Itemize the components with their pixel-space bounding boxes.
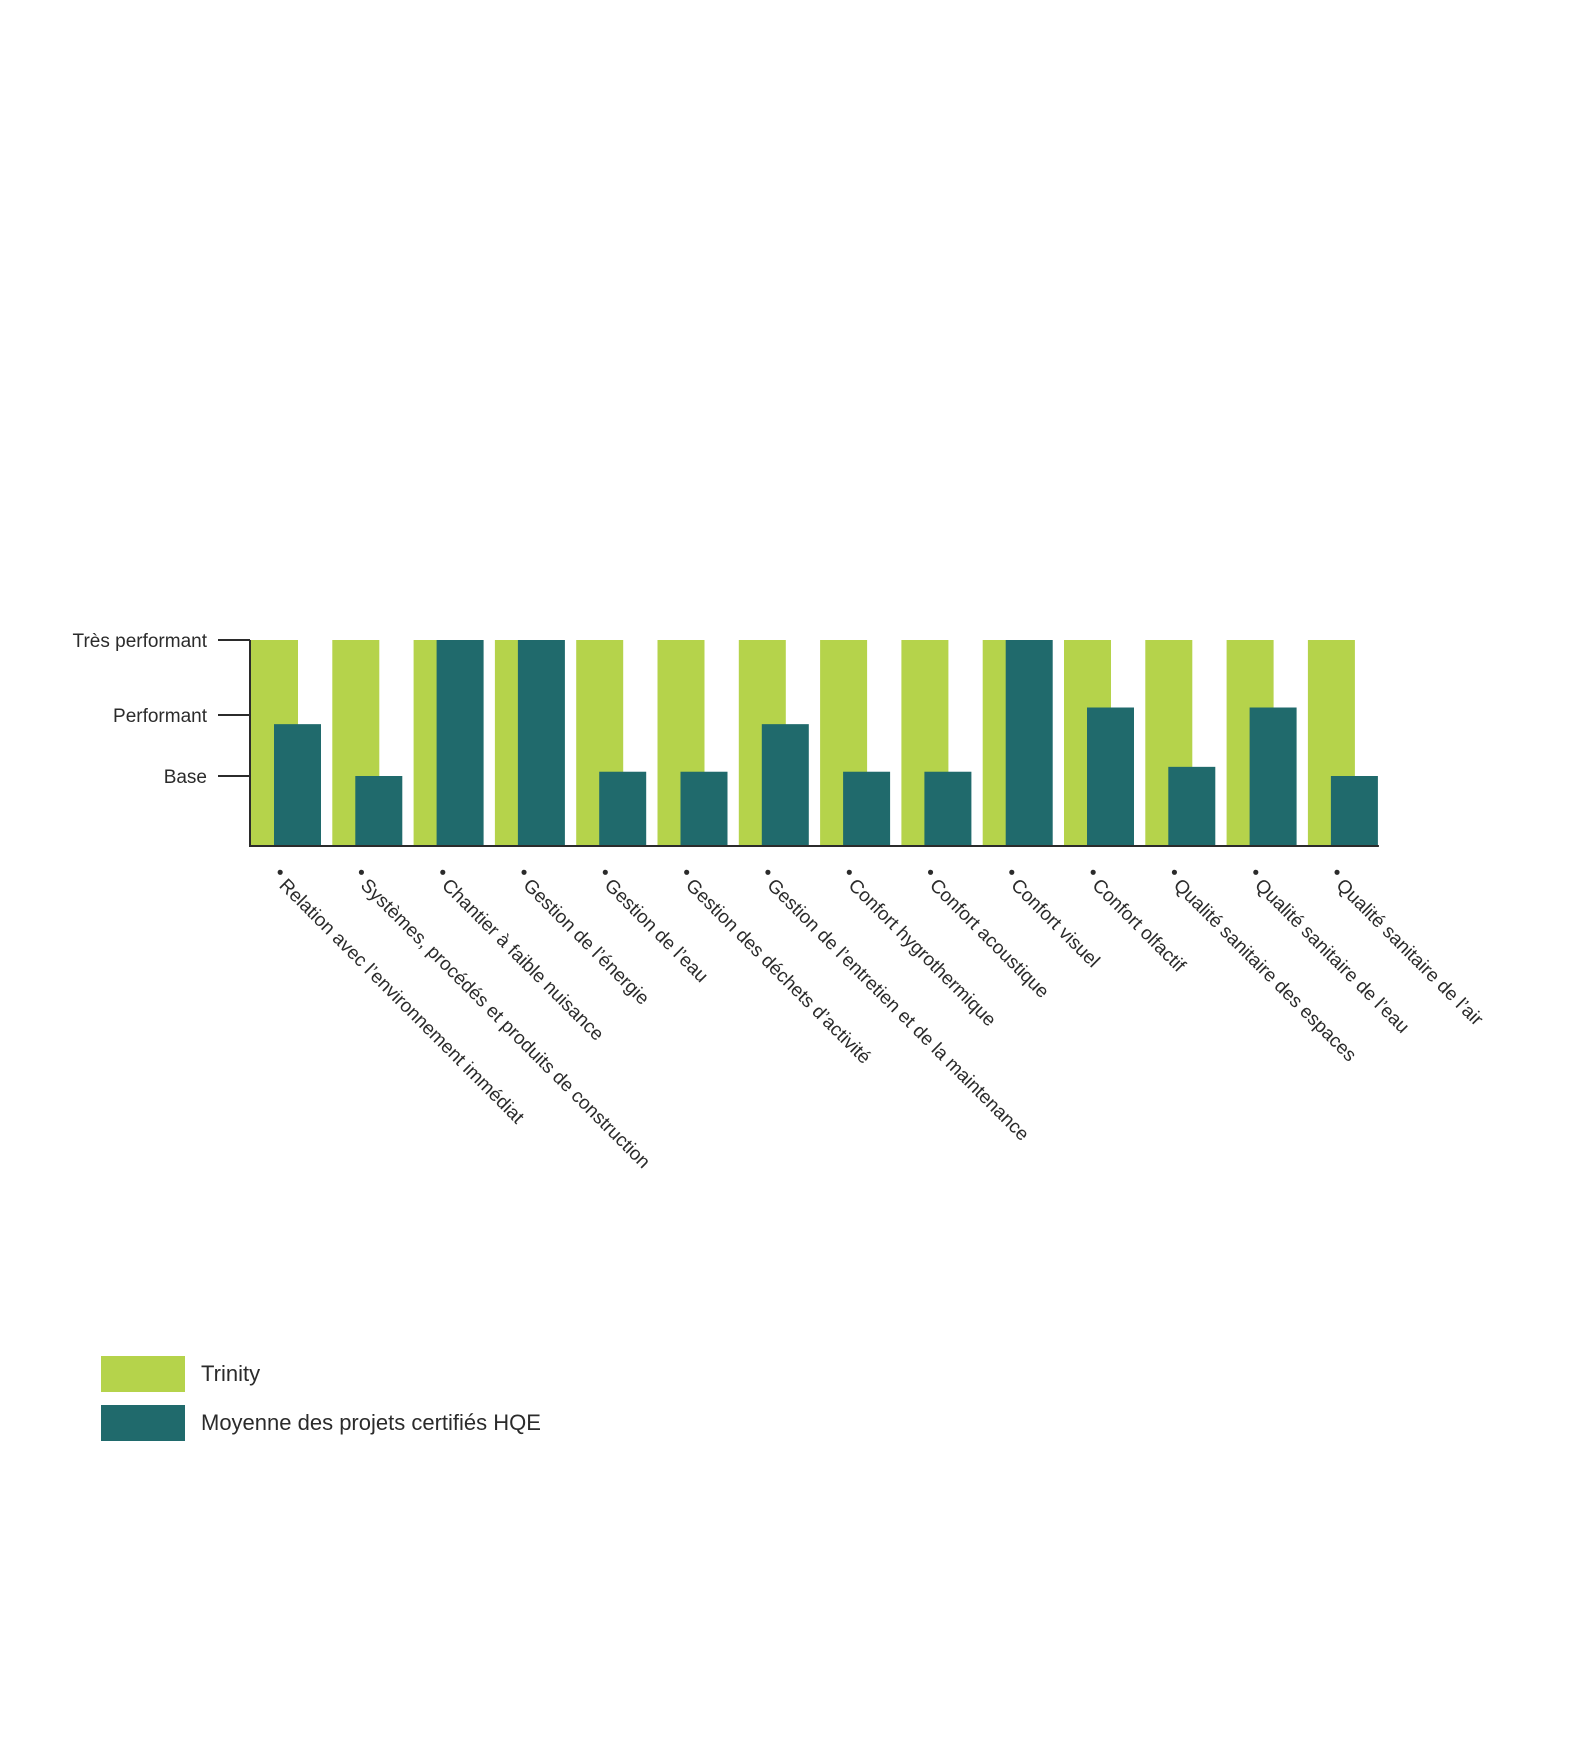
y-tick-label: Base — [164, 767, 207, 788]
bar-hqe-average — [843, 771, 891, 846]
bar-hqe-average — [517, 640, 565, 846]
bar-hqe-average — [1168, 766, 1216, 846]
x-tick-label: Qualité sanitaire de l’air — [1332, 875, 1488, 1031]
x-tick: •Confort hygrothermique — [839, 863, 1000, 1031]
legend-item-trinity: Trinity — [101, 1356, 541, 1392]
axes-group — [249, 640, 1379, 847]
bar-hqe-average — [1005, 640, 1053, 846]
y-ticks-group: Base Performant Très performant — [73, 631, 250, 788]
legend-label-hqe-average: Moyenne des projets certifiés HQE — [201, 1410, 541, 1435]
legend-swatch-hqe-average — [101, 1405, 185, 1441]
y-tick-label: Performant — [113, 706, 208, 727]
x-tick-label: Chantier à faible nuisance — [437, 875, 607, 1045]
bar-hqe-average — [1087, 707, 1134, 846]
x-tick: •Qualité sanitaire de l’eau — [1245, 863, 1413, 1038]
x-tick: •Gestion de l’énergie — [514, 863, 653, 1009]
bar-hqe-average — [680, 771, 728, 846]
bar-hqe-average — [436, 640, 484, 846]
x-tick: •Qualité sanitaire de l’air — [1327, 863, 1488, 1031]
bar-hqe-average — [599, 771, 647, 846]
x-tick-label: Systèmes, procédés et produits de constr… — [356, 875, 654, 1173]
bar-hqe-average — [761, 724, 809, 846]
legend-label-trinity: Trinity — [201, 1361, 261, 1386]
bar-hqe-average — [1330, 776, 1378, 846]
legend-item-hqe-average: Moyenne des projets certifiés HQE — [101, 1405, 541, 1441]
legend: Trinity Moyenne des projets certifiés HQ… — [101, 1356, 541, 1454]
bar-hqe-average — [924, 771, 972, 846]
legend-swatch-trinity — [101, 1356, 185, 1392]
x-tick-label: Confort hygrothermique — [844, 875, 1000, 1031]
bar-hqe-average — [355, 776, 403, 846]
bars-group — [251, 640, 1378, 846]
bar-hqe-average — [274, 724, 321, 846]
x-ticks-group: •Relation avec l’environnement immédiat•… — [270, 863, 1488, 1173]
bar-hqe-average — [1249, 707, 1297, 846]
x-tick: •Systèmes, procédés et produits de const… — [351, 863, 654, 1173]
y-tick-label: Très performant — [73, 631, 208, 652]
x-tick-label: Qualité sanitaire de l’eau — [1250, 875, 1413, 1038]
